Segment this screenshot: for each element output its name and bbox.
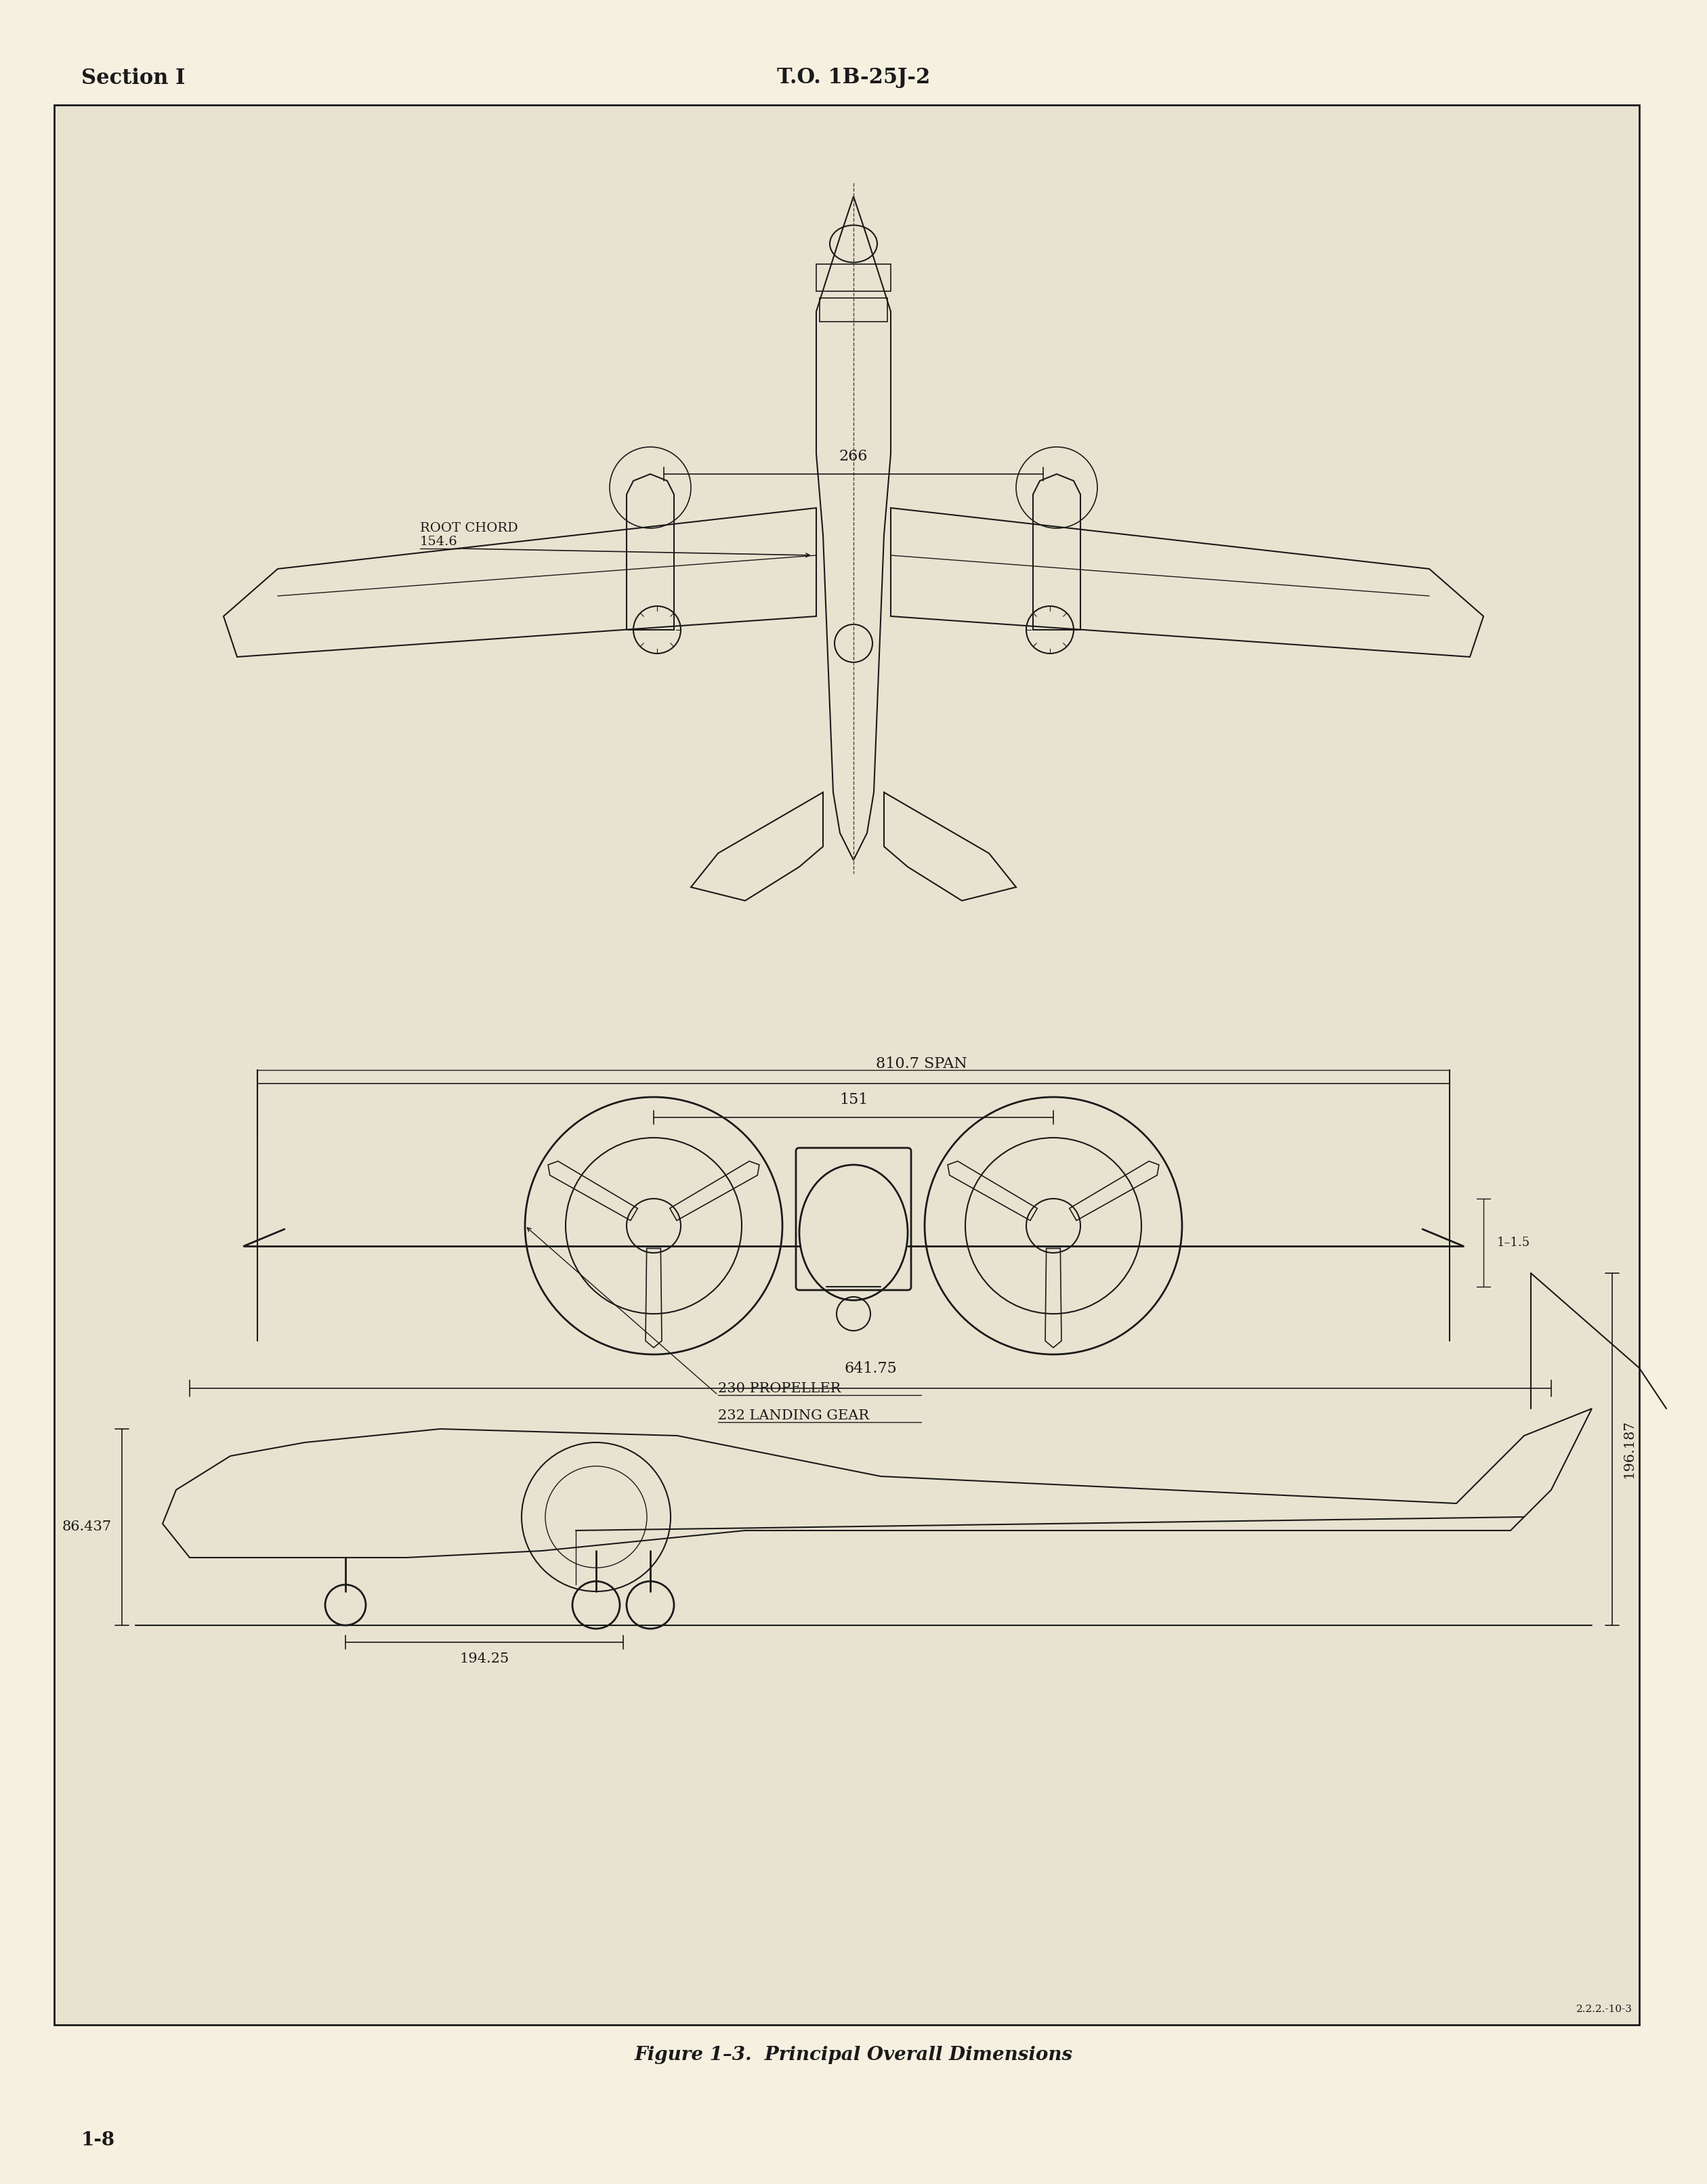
Text: 86.437: 86.437 (61, 1520, 111, 1533)
Text: T.O. 1B-25J-2: T.O. 1B-25J-2 (777, 68, 930, 87)
Text: 1-8: 1-8 (82, 2132, 116, 2149)
Text: 2.2.2.-10-3: 2.2.2.-10-3 (1576, 2005, 1632, 2014)
Text: Section I: Section I (82, 68, 184, 87)
Text: 196.187: 196.187 (1622, 1420, 1635, 1479)
Text: 230 PROPELLER: 230 PROPELLER (719, 1382, 842, 1396)
Text: 151: 151 (840, 1092, 867, 1107)
Bar (816, 264, 891, 290)
Text: 194.25: 194.25 (459, 1653, 509, 1664)
Text: 266: 266 (840, 450, 867, 463)
Text: 810.7 SPAN: 810.7 SPAN (876, 1057, 966, 1072)
Bar (55, 105, 1639, 2025)
Bar (819, 297, 888, 321)
Text: 641.75: 641.75 (843, 1361, 896, 1376)
Text: ROOT CHORD: ROOT CHORD (420, 522, 517, 535)
Text: 154.6: 154.6 (420, 535, 457, 548)
Text: 232 LANDING GEAR: 232 LANDING GEAR (719, 1409, 869, 1422)
Text: Figure 1–3.  Principal Overall Dimensions: Figure 1–3. Principal Overall Dimensions (635, 2046, 1072, 2064)
Text: 1–1.5: 1–1.5 (1497, 1236, 1529, 1249)
